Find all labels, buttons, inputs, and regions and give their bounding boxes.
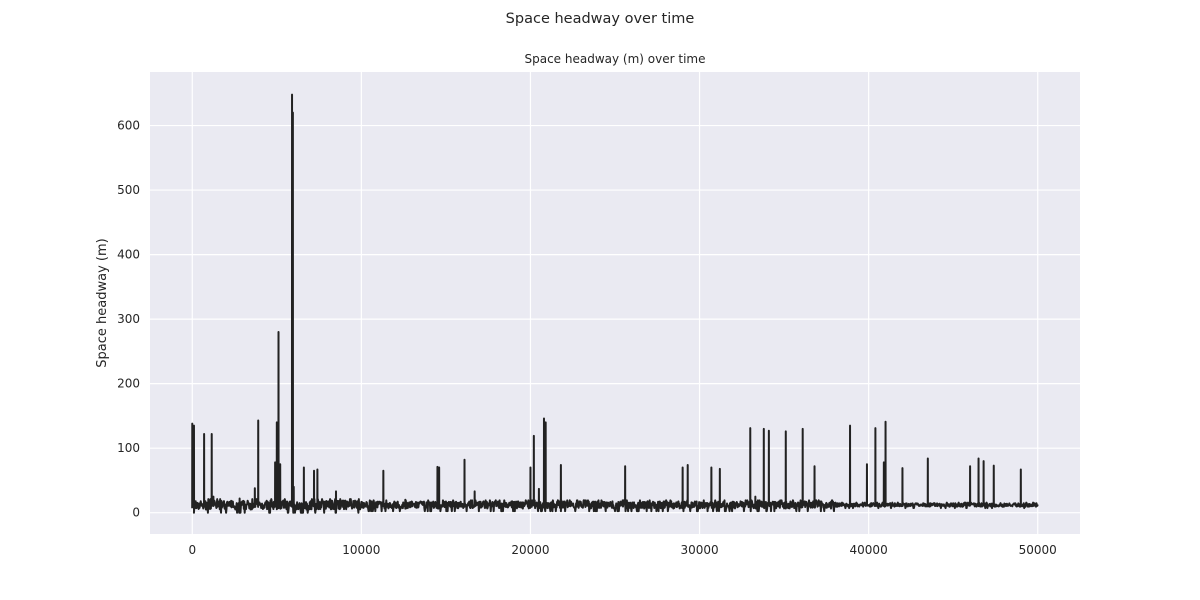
grid [150,72,1080,534]
x-tick-label: 0 [188,543,196,557]
x-tick-label: 10000 [342,543,380,557]
y-tick-label: 300 [117,312,140,326]
x-tick-label: 20000 [511,543,549,557]
figure-title: Space headway over time [506,11,695,27]
y-tick-label: 600 [117,119,140,133]
chart-title: Space headway (m) over time [525,52,706,66]
y-tick-label: 0 [132,506,140,520]
x-tick-label: 30000 [680,543,718,557]
x-tick-label: 40000 [850,543,888,557]
plot-area [150,72,1080,534]
x-axis: 0 10000 20000 30000 40000 50000 [188,543,1056,557]
y-tick-label: 200 [117,377,140,391]
series-line [191,93,1039,514]
y-axis-label: Space headway (m) [95,238,110,367]
x-tick-label: 50000 [1019,543,1057,557]
y-axis: 0 100 200 300 400 500 600 [117,119,140,520]
y-tick-label: 500 [117,183,140,197]
y-tick-label: 100 [117,441,140,455]
y-tick-label: 400 [117,248,140,262]
